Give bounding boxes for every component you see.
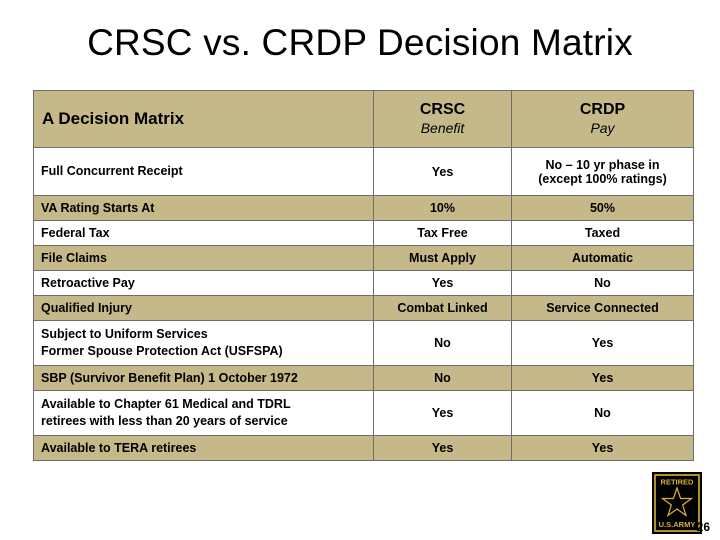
crsc-value: No [373, 320, 512, 366]
row-label: SBP (Survivor Benefit Plan) 1 October 19… [33, 365, 374, 391]
table-row: File Claims Must Apply Automatic [33, 245, 694, 271]
row-label-line: Retroactive Pay [41, 275, 135, 290]
crdp-value-line: Yes [591, 336, 614, 350]
crdp-value: Taxed [511, 220, 694, 246]
row-label-line: Available to Chapter 61 Medical and TDRL [41, 397, 291, 411]
row-label-line: File Claims [41, 250, 107, 265]
row-label-line: Subject to Uniform Services [41, 327, 208, 341]
crdp-value-line: Automatic [571, 251, 634, 265]
crdp-value: No – 10 yr phase in (except 100% ratings) [511, 147, 694, 196]
table-row: Subject to Uniform Services Former Spouse… [33, 320, 694, 366]
logo-top-text: RETIRED [661, 478, 695, 487]
row-label-line: retirees with less than 20 years of serv… [41, 414, 288, 428]
header-crdp-title: CRDP [579, 101, 626, 118]
crsc-value: Yes [373, 435, 512, 461]
crdp-value: 50% [511, 195, 694, 221]
crsc-value: 10% [373, 195, 512, 221]
table-row: Retroactive Pay Yes No [33, 270, 694, 296]
crsc-value: Yes [373, 390, 512, 436]
crdp-value-line: Yes [591, 441, 614, 455]
crdp-value-line: Taxed [584, 226, 621, 240]
crdp-value: Automatic [511, 245, 694, 271]
crdp-value: Service Connected [511, 295, 694, 321]
logo-bottom-text: U.S.ARMY [659, 520, 696, 529]
crsc-value: Must Apply [373, 245, 512, 271]
star-icon [660, 486, 694, 518]
row-label-line: Former Spouse Protection Act (USFSPA) [41, 344, 283, 358]
crsc-value: Tax Free [373, 220, 512, 246]
crsc-value: No [373, 365, 512, 391]
row-label-line: Full Concurrent Receipt [41, 164, 183, 178]
crdp-value: Yes [511, 435, 694, 461]
row-label: Subject to Uniform Services Former Spouse… [33, 320, 374, 366]
table-header-row: A Decision Matrix CRSC Benefit CRDP Pay [33, 90, 694, 148]
row-label: Available to TERA retirees [33, 435, 374, 461]
table-row: Federal Tax Tax Free Taxed [33, 220, 694, 246]
decision-matrix-table: A Decision Matrix CRSC Benefit CRDP Pay … [33, 90, 694, 461]
crdp-value-line: (except 100% ratings) [538, 171, 667, 186]
header-crsc-subtitle: Benefit [420, 120, 465, 136]
logo-border [654, 474, 700, 532]
header-crsc-title: CRSC [419, 101, 466, 118]
crdp-value: Yes [511, 320, 694, 366]
row-label: Qualified Injury [33, 295, 374, 321]
row-label: Retroactive Pay [33, 270, 374, 296]
table-row: Available to TERA retirees Yes Yes [33, 435, 694, 461]
header-crdp-subtitle: Pay [590, 120, 615, 136]
row-label-line: VA Rating Starts At [41, 200, 155, 215]
header-decision-matrix: A Decision Matrix [33, 90, 374, 148]
row-label: Available to Chapter 61 Medical and TDRL… [33, 390, 374, 436]
crsc-value: Combat Linked [373, 295, 512, 321]
crdp-value-line: No [594, 276, 611, 290]
crsc-value: Yes [373, 270, 512, 296]
row-label-line: Federal Tax [41, 225, 110, 240]
page-title: CRSC vs. CRDP Decision Matrix [87, 22, 633, 63]
table-row: Full Concurrent Receipt Yes No – 10 yr pha… [33, 147, 694, 196]
row-label: File Claims [33, 245, 374, 271]
header-crdp: CRDP Pay [511, 90, 694, 148]
row-label-line: Available to TERA retirees [41, 440, 197, 455]
crdp-value-line: No [594, 406, 611, 420]
row-label-line: SBP (Survivor Benefit Plan) 1 October 19… [41, 370, 298, 385]
table-row: SBP (Survivor Benefit Plan) 1 October 19… [33, 365, 694, 391]
header-crsc: CRSC Benefit [373, 90, 512, 148]
retired-us-army-logo: RETIRED U.S.ARMY [652, 472, 702, 534]
row-label: VA Rating Starts At [33, 195, 374, 221]
table-row: VA Rating Starts At 10% 50% [33, 195, 694, 221]
table-row: Available to Chapter 61 Medical and TDRL… [33, 390, 694, 436]
row-label: Federal Tax [33, 220, 374, 246]
crdp-value-line: Service Connected [546, 301, 659, 315]
crdp-value-line: No – 10 yr phase in [545, 157, 660, 172]
crdp-value: No [511, 270, 694, 296]
page-number: 26 [696, 520, 710, 534]
row-label-line: Qualified Injury [41, 300, 132, 315]
row-label: Full Concurrent Receipt [33, 147, 374, 196]
crdp-value: No [511, 390, 694, 436]
crdp-value-line: Yes [591, 371, 614, 385]
table-row: Qualified Injury Combat Linked Service Con… [33, 295, 694, 321]
crdp-value: Yes [511, 365, 694, 391]
crsc-value: Yes [373, 147, 512, 196]
crdp-value-line: 50% [589, 201, 616, 215]
